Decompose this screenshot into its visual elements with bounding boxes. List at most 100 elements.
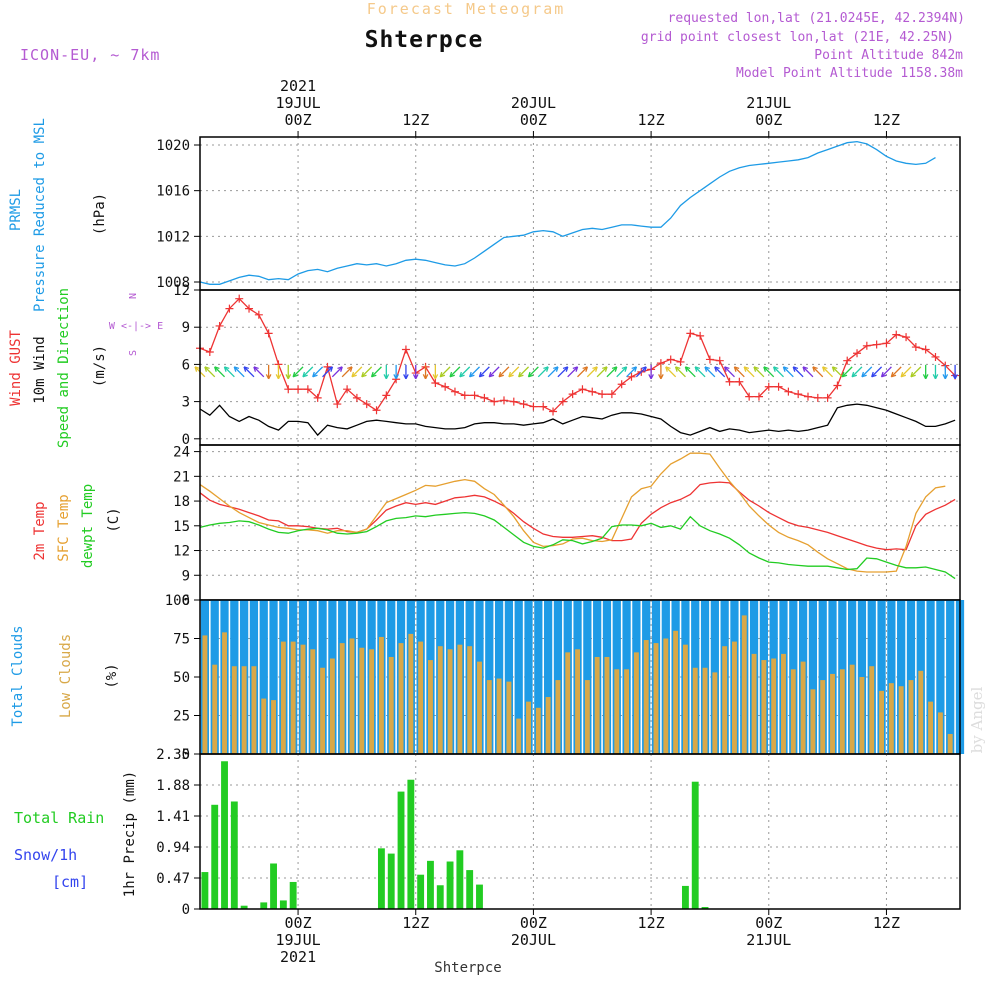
gust-marker: [333, 400, 342, 409]
low-cloud-bar: [418, 641, 424, 754]
total-cloud-bar: [544, 600, 553, 754]
wind-direction-arrow: [214, 366, 226, 378]
y-tick-label: 21: [173, 469, 190, 485]
arrow-shaft: [675, 366, 686, 378]
precip-bar: [221, 761, 228, 909]
arrow-head: [194, 366, 201, 372]
arrow-shaft: [714, 366, 726, 378]
wind-direction-arrow: [822, 366, 834, 378]
gust-marker: [460, 391, 469, 400]
top-time-label: 21JUL: [746, 94, 791, 112]
arrow-head: [327, 366, 334, 372]
arrow-head: [733, 366, 740, 372]
arrow-head: [658, 374, 664, 380]
wind-direction-arrow: [412, 364, 419, 380]
low-cloud-bar: [349, 638, 355, 754]
requested-coords: requested lon,lat (21.0245E, 42.2394N): [668, 11, 965, 26]
arrow-shaft: [586, 366, 598, 378]
wind-direction-arrow: [322, 366, 334, 378]
y-tick-label: 1008: [156, 275, 190, 291]
low-cloud-bar: [408, 633, 414, 754]
wind-direction-arrow: [861, 366, 873, 378]
low-cloud-bar: [477, 661, 482, 754]
arrow-shaft: [224, 366, 235, 378]
precip-snow-label: Snow/1h: [14, 846, 77, 864]
arrow-head: [582, 366, 589, 372]
arrow-shaft: [900, 366, 912, 378]
gust-marker: [607, 390, 616, 399]
wind-direction-arrow: [922, 364, 929, 380]
gust-marker: [205, 348, 214, 356]
wind-direction-arrow: [792, 366, 804, 378]
low-cloud-bar: [457, 644, 463, 754]
precip-bar: [270, 863, 277, 909]
arrow-head: [674, 366, 681, 372]
temperature-frame: [199, 444, 961, 601]
gust-marker: [784, 387, 793, 396]
pressure-unit: (hPa): [92, 193, 108, 235]
y-tick-label: 25: [173, 709, 190, 725]
precip-bar: [417, 874, 425, 909]
pressure-panel: 1008 1012 1016 1020: [156, 136, 961, 291]
gust-marker: [490, 397, 499, 406]
gust-marker: [529, 402, 538, 411]
gust-marker: [215, 321, 224, 330]
arrow-shaft: [528, 366, 539, 378]
wind-direction-arrow: [275, 364, 282, 380]
gust-marker: [853, 349, 862, 358]
low-cloud-bar: [947, 733, 953, 754]
wind-direction-arrow: [265, 364, 272, 380]
y-tick-label: 12: [173, 544, 190, 560]
low-cloud-bar: [231, 666, 237, 754]
wind-direction-arrow: [518, 366, 530, 378]
arrow-shaft: [763, 366, 775, 378]
arrow-head: [393, 374, 399, 380]
wind-direction-arrow: [449, 366, 461, 378]
arrow-head: [439, 371, 446, 378]
arrow-head: [592, 366, 598, 372]
arrow-shaft: [292, 366, 304, 378]
arrow-shaft: [890, 366, 902, 378]
gust-marker: [696, 331, 705, 340]
model-altitude: Model Point Altitude 1158.38m: [736, 66, 963, 81]
arrow-head: [478, 371, 485, 378]
gust-marker: [450, 387, 459, 396]
low-cloud-bar: [761, 660, 767, 754]
precip-bar: [230, 801, 238, 909]
wind-direction-arrow: [674, 366, 686, 378]
total-cloud-bar: [887, 600, 896, 754]
arrow-head: [880, 371, 887, 378]
low-cloud-bar: [751, 653, 757, 754]
total-cloud-bar: [936, 600, 945, 754]
precip-bar: [260, 902, 268, 909]
arrow-head: [302, 371, 308, 378]
arrow-head: [214, 366, 220, 372]
low-cloud-bar: [496, 678, 502, 754]
arrow-head: [871, 371, 877, 378]
wind-direction-arrow: [557, 366, 569, 378]
wind-direction-arrow: [432, 364, 439, 380]
arrow-shaft: [616, 366, 628, 378]
y-tick-label: 24: [173, 445, 190, 461]
arrow-head: [822, 366, 828, 372]
wind-direction-arrow: [900, 366, 912, 378]
arrow-head: [802, 366, 809, 372]
arrow-head: [621, 366, 628, 372]
precip-bar: [446, 861, 454, 909]
bottom-time-label: 00Z: [285, 914, 312, 932]
precip-bar: [407, 779, 415, 909]
gust-marker: [519, 400, 528, 409]
arrow-head: [684, 366, 691, 372]
gust-marker: [882, 339, 891, 348]
wind-direction-arrow: [802, 366, 814, 378]
gust-marker: [627, 372, 636, 381]
wind-direction-arrow: [626, 366, 638, 378]
wind-direction-arrow: [880, 366, 892, 378]
y-tick-label: 0: [182, 747, 190, 763]
wind-direction-arrow: [812, 366, 824, 378]
wind-direction-arrow: [763, 366, 775, 378]
wind-direction-arrow: [204, 366, 216, 378]
low-cloud-bar: [339, 643, 345, 754]
arrow-head: [572, 366, 579, 372]
arrow-shaft: [322, 366, 333, 378]
